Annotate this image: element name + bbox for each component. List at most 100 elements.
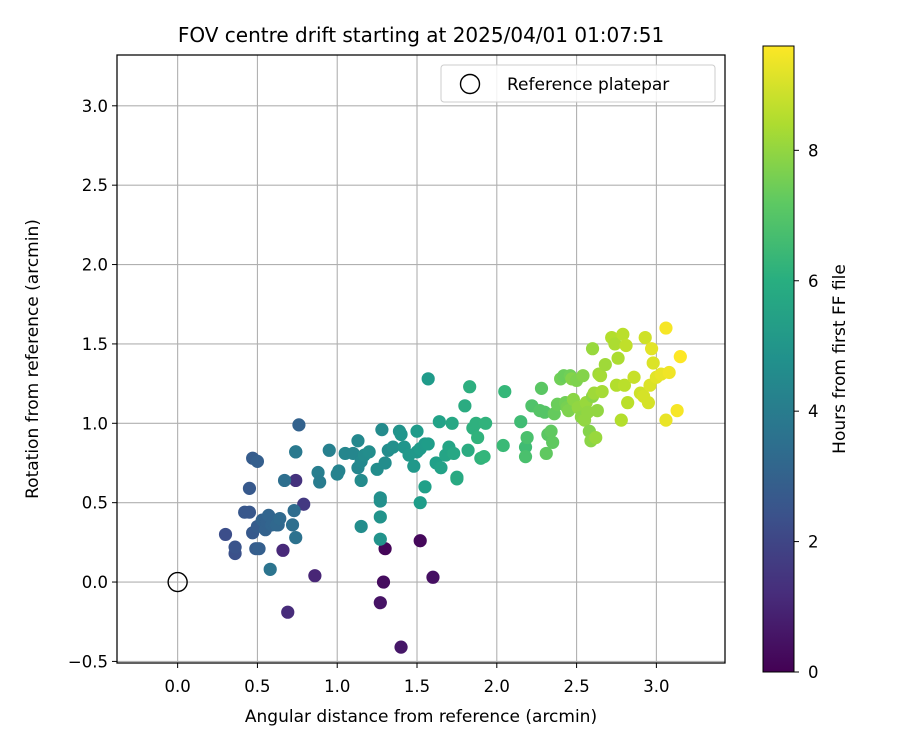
data-point [445,416,459,430]
data-points [167,321,687,654]
x-tick-label: 1.5 [404,677,430,696]
data-point [287,504,301,518]
data-point [386,440,400,454]
data-point [595,384,609,399]
colorbar-tick-label: 2 [808,533,819,552]
legend-marker-reference [459,73,481,95]
data-point [673,350,687,364]
data-point [394,427,408,442]
data-point [362,445,376,459]
data-point [461,443,475,457]
data-point [292,418,306,432]
colorbar-tick-label: 8 [808,141,819,160]
data-point [589,430,603,445]
y-tick-label: 0.0 [82,573,108,592]
x-tick-label: 2.0 [484,677,510,696]
data-point [289,530,303,545]
data-point [351,434,365,448]
colorbar: 0 2 4 6 8 Hours from first FF file [762,45,850,682]
data-point [285,518,300,532]
x-tick-label: 2.5 [563,677,589,696]
data-point [410,424,424,438]
data-point [313,475,327,489]
data-point [638,330,652,345]
data-point [281,605,295,619]
data-point [646,356,660,370]
data-point [413,534,427,548]
data-point [518,450,533,464]
data-point [627,370,641,384]
data-point [354,519,368,534]
colorbar-label: Hours from first FF file [830,264,850,454]
data-point [593,369,608,383]
data-point [477,450,491,464]
y-tick-label: 2.0 [82,256,108,275]
y-tick-label: 0.5 [82,494,108,513]
data-point [289,445,303,459]
data-point [644,342,659,356]
data-point [354,473,368,488]
data-point [621,396,635,410]
data-point [373,596,387,610]
data-point [619,338,633,353]
data-point [471,430,485,445]
data-point [242,505,257,519]
data-point [418,480,432,494]
data-point [432,415,446,429]
data-point [670,403,684,418]
data-point [616,327,630,341]
plot-frame [116,54,726,664]
data-point [447,446,461,461]
data-point [289,473,303,488]
data-point [373,491,387,505]
data-point [546,435,560,449]
data-point [608,337,622,351]
grid [117,55,725,663]
legend-entry-reference: Reference platepar [507,75,669,95]
colorbar-ticks: 0 2 4 6 8 [794,141,819,682]
data-point [277,473,292,488]
data-point [297,497,311,511]
y-tick-label: 3.0 [82,97,108,116]
data-point [228,540,242,554]
data-point [373,510,387,524]
data-point [534,381,549,395]
x-tick-label: 0.5 [244,677,270,696]
y-tick-label: 1.0 [82,414,108,433]
data-point [659,321,673,335]
data-point [576,369,590,383]
data-point [218,527,233,542]
data-point [308,569,322,583]
data-point [590,403,604,418]
colorbar-tick-label: 6 [808,272,819,291]
y-tick-label: −0.5 [68,652,108,671]
y-axis-label: Rotation from reference (arcmin) [23,219,43,499]
data-point [242,481,257,495]
data-point [407,459,421,473]
reference-marker [167,571,188,593]
data-point [498,384,512,399]
data-point [539,446,553,461]
data-point [458,399,472,413]
legend: Reference platepar [440,64,716,103]
data-point [598,357,612,372]
data-point [469,416,483,430]
y-tick-label: 1.5 [82,335,108,354]
data-point [544,424,558,438]
y-tick-label: 2.5 [82,176,108,195]
data-point [463,380,477,394]
data-point [376,575,391,589]
data-point [373,532,387,546]
data-point [659,413,673,427]
data-point [614,413,628,427]
data-point [378,456,392,470]
data-point [617,378,632,392]
data-point [611,351,625,365]
colorbar-tick-label: 4 [808,402,819,421]
colorbar-gradient [762,45,795,673]
y-axis-ticks: −0.5 0.0 0.5 1.0 1.5 2.0 2.5 3.0 [68,97,117,671]
data-point [421,437,435,451]
data-point [496,438,510,453]
legend-box [440,64,716,103]
